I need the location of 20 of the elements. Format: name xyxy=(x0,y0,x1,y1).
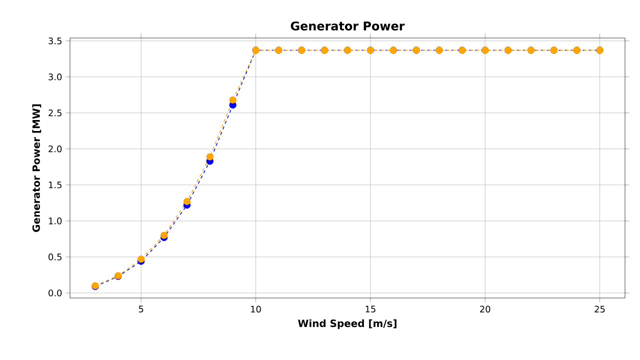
y-tick-label: 0.0 xyxy=(48,290,62,296)
x-tick-label: 15 xyxy=(366,306,376,312)
point xyxy=(160,232,168,239)
y-tick-label: 1.5 xyxy=(48,182,62,188)
y-axis-title: Generator Power [MW] xyxy=(32,104,42,232)
point xyxy=(229,96,236,104)
y-tick-label: 0.5 xyxy=(48,254,62,260)
y-tick-label: 2.5 xyxy=(48,110,62,116)
x-tick-label: 25 xyxy=(594,306,605,313)
y-tick-label: 3.5 xyxy=(48,37,62,44)
point xyxy=(183,198,191,206)
x-axis-title: Wind Speed [m/s] xyxy=(298,319,396,330)
y-tick-label: 1.0 xyxy=(48,218,62,224)
chart-title: Generator Power xyxy=(290,21,405,30)
x-tick-label: 5 xyxy=(138,306,144,312)
y-tick-label: 3.0 xyxy=(48,74,62,80)
y-tick-label: 2.0 xyxy=(48,146,62,152)
x-tick-label: 20 xyxy=(480,306,490,313)
x-tick-label: 10 xyxy=(251,306,261,313)
point xyxy=(206,153,214,160)
